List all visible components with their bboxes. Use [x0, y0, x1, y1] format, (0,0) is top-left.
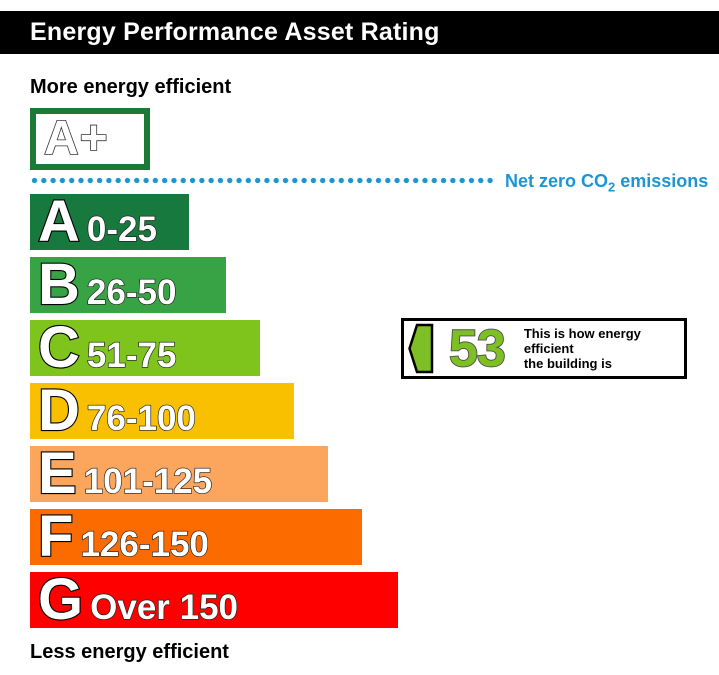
band-b-letter: B	[37, 252, 81, 317]
net-zero-dotted-line	[30, 176, 495, 185]
band-c-range: 51-75	[86, 336, 177, 375]
band-f: F 126-150	[30, 504, 362, 569]
band-c-letter: C	[37, 315, 81, 380]
band-d: D 76-100	[30, 378, 294, 443]
band-b-range: 26-50	[86, 273, 177, 312]
co2-subscript: 2	[608, 179, 616, 195]
band-b: B 26-50	[30, 252, 226, 317]
band-f-letter: F	[37, 504, 75, 569]
band-d-letter: D	[37, 378, 81, 443]
band-e-range: 101-125	[83, 462, 213, 501]
band-a-plus-letter: A+	[43, 112, 109, 165]
band-g: G Over 150	[30, 567, 398, 632]
rating-indicator-box: 53 This is how energy efficient the buil…	[401, 318, 687, 379]
band-d-range: 76-100	[86, 399, 196, 438]
band-e-letter: E	[37, 441, 78, 506]
rating-bands: A 0-25 B 26-50 C 51-75 D 76-100 E 101-12…	[30, 189, 398, 635]
rating-arrow-icon	[408, 323, 434, 374]
rating-caption: This is how energy efficient the buildin…	[523, 326, 641, 371]
band-e: E 101-125	[30, 441, 328, 506]
band-a-letter: A	[37, 189, 81, 254]
band-a-range: 0-25	[86, 210, 157, 249]
more-efficient-label: More energy efficient	[30, 76, 232, 98]
band-g-range: Over 150	[89, 588, 239, 627]
band-c: C 51-75	[30, 315, 260, 380]
chart-title: Energy Performance Asset Rating	[30, 18, 440, 46]
less-efficient-label: Less energy efficient	[30, 641, 229, 663]
band-g-letter: G	[37, 567, 84, 632]
chart-title-bar: Energy Performance Asset Rating	[0, 11, 719, 54]
band-a-plus: A+	[30, 108, 150, 170]
band-a: A 0-25	[30, 189, 189, 254]
rating-value: 53	[448, 319, 507, 378]
band-f-range: 126-150	[80, 525, 210, 564]
net-zero-label: Net zero CO2 emissions	[505, 171, 709, 195]
